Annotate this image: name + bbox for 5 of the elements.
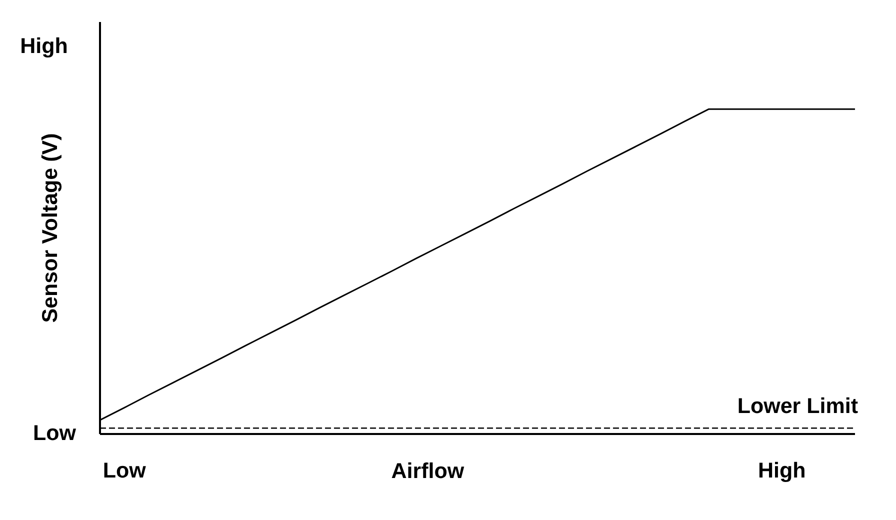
ref-line-label: Lower Limit [737, 394, 858, 418]
text: High [20, 34, 68, 58]
text: Low [33, 421, 76, 445]
x-axis-title: Airflow [391, 459, 464, 483]
y-axis-title: Sensor Voltage (V) [38, 133, 62, 323]
